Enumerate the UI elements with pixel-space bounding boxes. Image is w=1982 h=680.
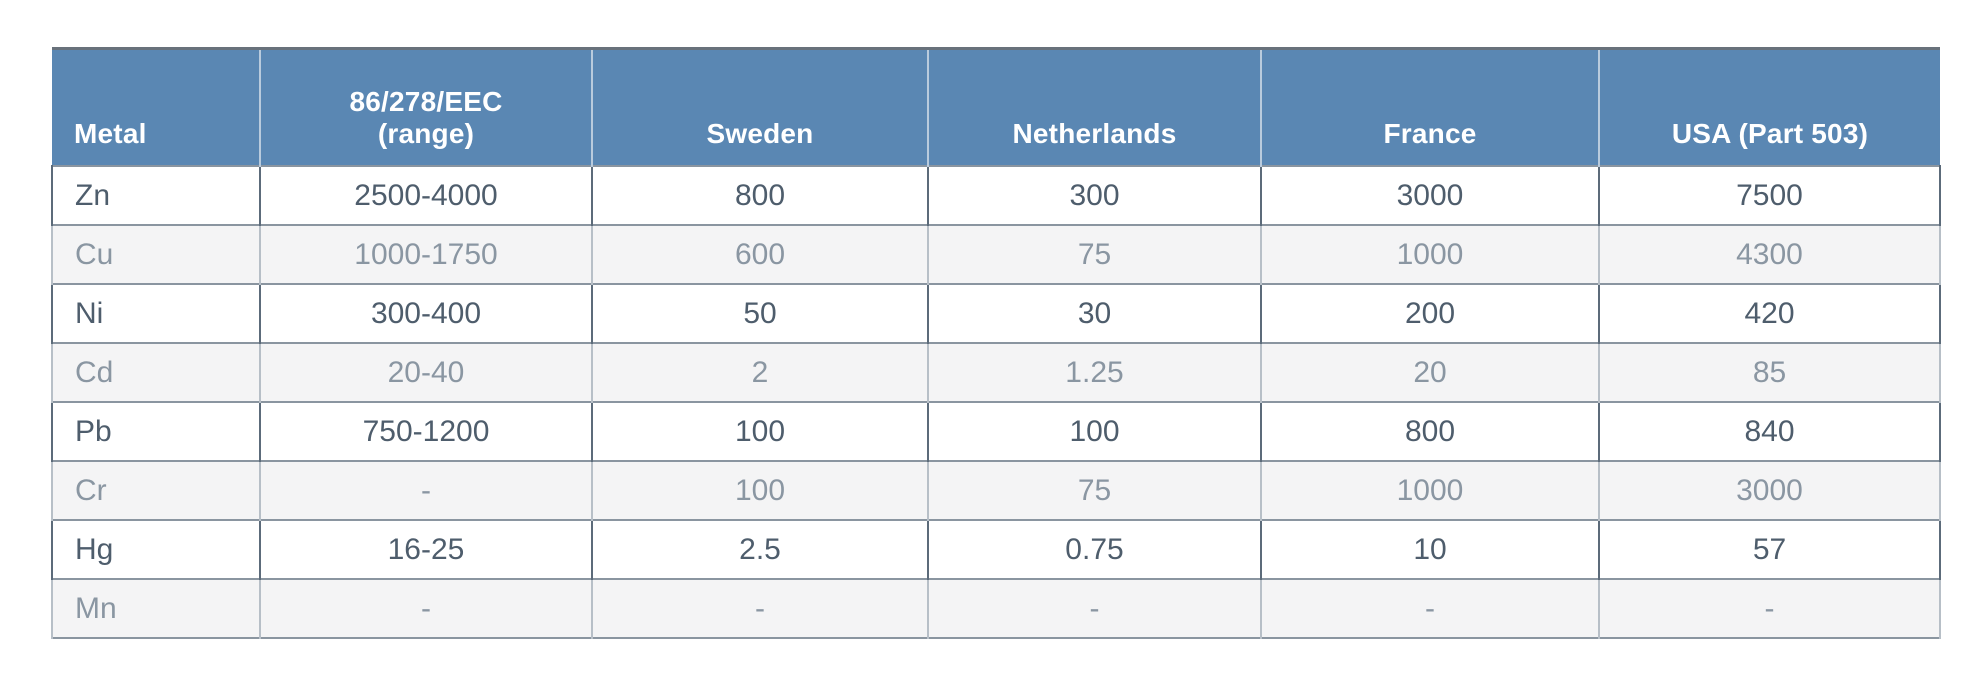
value-cell: 300-400 bbox=[259, 284, 593, 343]
value-cell: 75 bbox=[927, 225, 1262, 284]
value-cell: 600 bbox=[591, 225, 929, 284]
value-cell: 57 bbox=[1598, 520, 1941, 579]
metal-cell: Cu bbox=[51, 225, 261, 284]
value-cell: 50 bbox=[591, 284, 929, 343]
metal-cell: Mn bbox=[51, 579, 261, 638]
column-header-sweden: Sweden bbox=[591, 48, 928, 166]
column-header-usa: USA (Part 503) bbox=[1598, 48, 1940, 166]
metal-cell: Cd bbox=[51, 343, 261, 402]
value-cell: 1000 bbox=[1260, 225, 1600, 284]
table-row: Ni 300-400 50 30 200 420 bbox=[51, 284, 1941, 343]
value-cell: 3000 bbox=[1260, 166, 1600, 225]
value-cell: - bbox=[1260, 579, 1600, 638]
value-cell: - bbox=[259, 461, 593, 520]
value-cell: 100 bbox=[591, 402, 929, 461]
value-cell: 200 bbox=[1260, 284, 1600, 343]
value-cell: 20-40 bbox=[259, 343, 593, 402]
value-cell: 100 bbox=[927, 402, 1262, 461]
value-cell: 800 bbox=[1260, 402, 1600, 461]
table-row: Pb 750-1200 100 100 800 840 bbox=[51, 402, 1941, 461]
value-cell: - bbox=[259, 579, 593, 638]
column-header-metal: Metal bbox=[52, 48, 260, 166]
value-cell: 2500-4000 bbox=[259, 166, 593, 225]
value-cell: 30 bbox=[927, 284, 1262, 343]
value-cell: 100 bbox=[591, 461, 929, 520]
value-cell: 420 bbox=[1598, 284, 1941, 343]
column-header-netherlands: Netherlands bbox=[927, 48, 1261, 166]
value-cell: 85 bbox=[1598, 343, 1941, 402]
table-row: Hg 16-25 2.5 0.75 10 57 bbox=[51, 520, 1941, 579]
value-cell: 1000-1750 bbox=[259, 225, 593, 284]
value-cell: 75 bbox=[927, 461, 1262, 520]
table-row: Cd 20-40 2 1.25 20 85 bbox=[51, 343, 1941, 402]
value-cell: 0.75 bbox=[927, 520, 1262, 579]
value-cell: 7500 bbox=[1598, 166, 1941, 225]
table-body: Zn 2500-4000 800 300 3000 7500 Cu 1000-1750 600 7… bbox=[51, 166, 1941, 638]
value-cell: 300 bbox=[927, 166, 1262, 225]
table-row: Zn 2500-4000 800 300 3000 7500 bbox=[51, 166, 1941, 225]
metal-limits-table: Metal 86/278/EEC (range) Sweden Netherla… bbox=[51, 47, 1941, 639]
value-cell: 2.5 bbox=[591, 520, 929, 579]
value-cell: 20 bbox=[1260, 343, 1600, 402]
table-row: Cr -100 75 1000 3000 bbox=[51, 461, 1941, 520]
value-cell: - bbox=[1598, 579, 1941, 638]
metal-limits-table-container: Metal 86/278/EEC (range) Sweden Netherla… bbox=[51, 47, 1941, 639]
value-cell: 4300 bbox=[1598, 225, 1941, 284]
metal-cell: Zn bbox=[51, 166, 261, 225]
column-header-eec-range: 86/278/EEC (range) bbox=[259, 48, 592, 166]
metal-cell: Pb bbox=[51, 402, 261, 461]
value-cell: 10 bbox=[1260, 520, 1600, 579]
value-cell: 1.25 bbox=[927, 343, 1262, 402]
metal-cell: Ni bbox=[51, 284, 261, 343]
table-row: Mn - - - - - bbox=[51, 579, 1941, 638]
value-cell: 2 bbox=[591, 343, 929, 402]
value-cell: - bbox=[591, 579, 929, 638]
column-header-france: France bbox=[1260, 48, 1599, 166]
metal-cell: Cr bbox=[51, 461, 261, 520]
table-row: Cu 1000-1750 600 75 1000 4300 bbox=[51, 225, 1941, 284]
value-cell: 16-25 bbox=[259, 520, 593, 579]
table-header: Metal 86/278/EEC (range) Sweden Netherla… bbox=[52, 48, 1940, 166]
value-cell: 840 bbox=[1598, 402, 1941, 461]
header-row: Metal 86/278/EEC (range) Sweden Netherla… bbox=[52, 48, 1940, 166]
value-cell: 800 bbox=[591, 166, 929, 225]
value-cell: - bbox=[927, 579, 1262, 638]
metal-cell: Hg bbox=[51, 520, 261, 579]
value-cell: 750-1200 bbox=[259, 402, 593, 461]
value-cell: 3000 bbox=[1598, 461, 1941, 520]
value-cell: 1000 bbox=[1260, 461, 1600, 520]
